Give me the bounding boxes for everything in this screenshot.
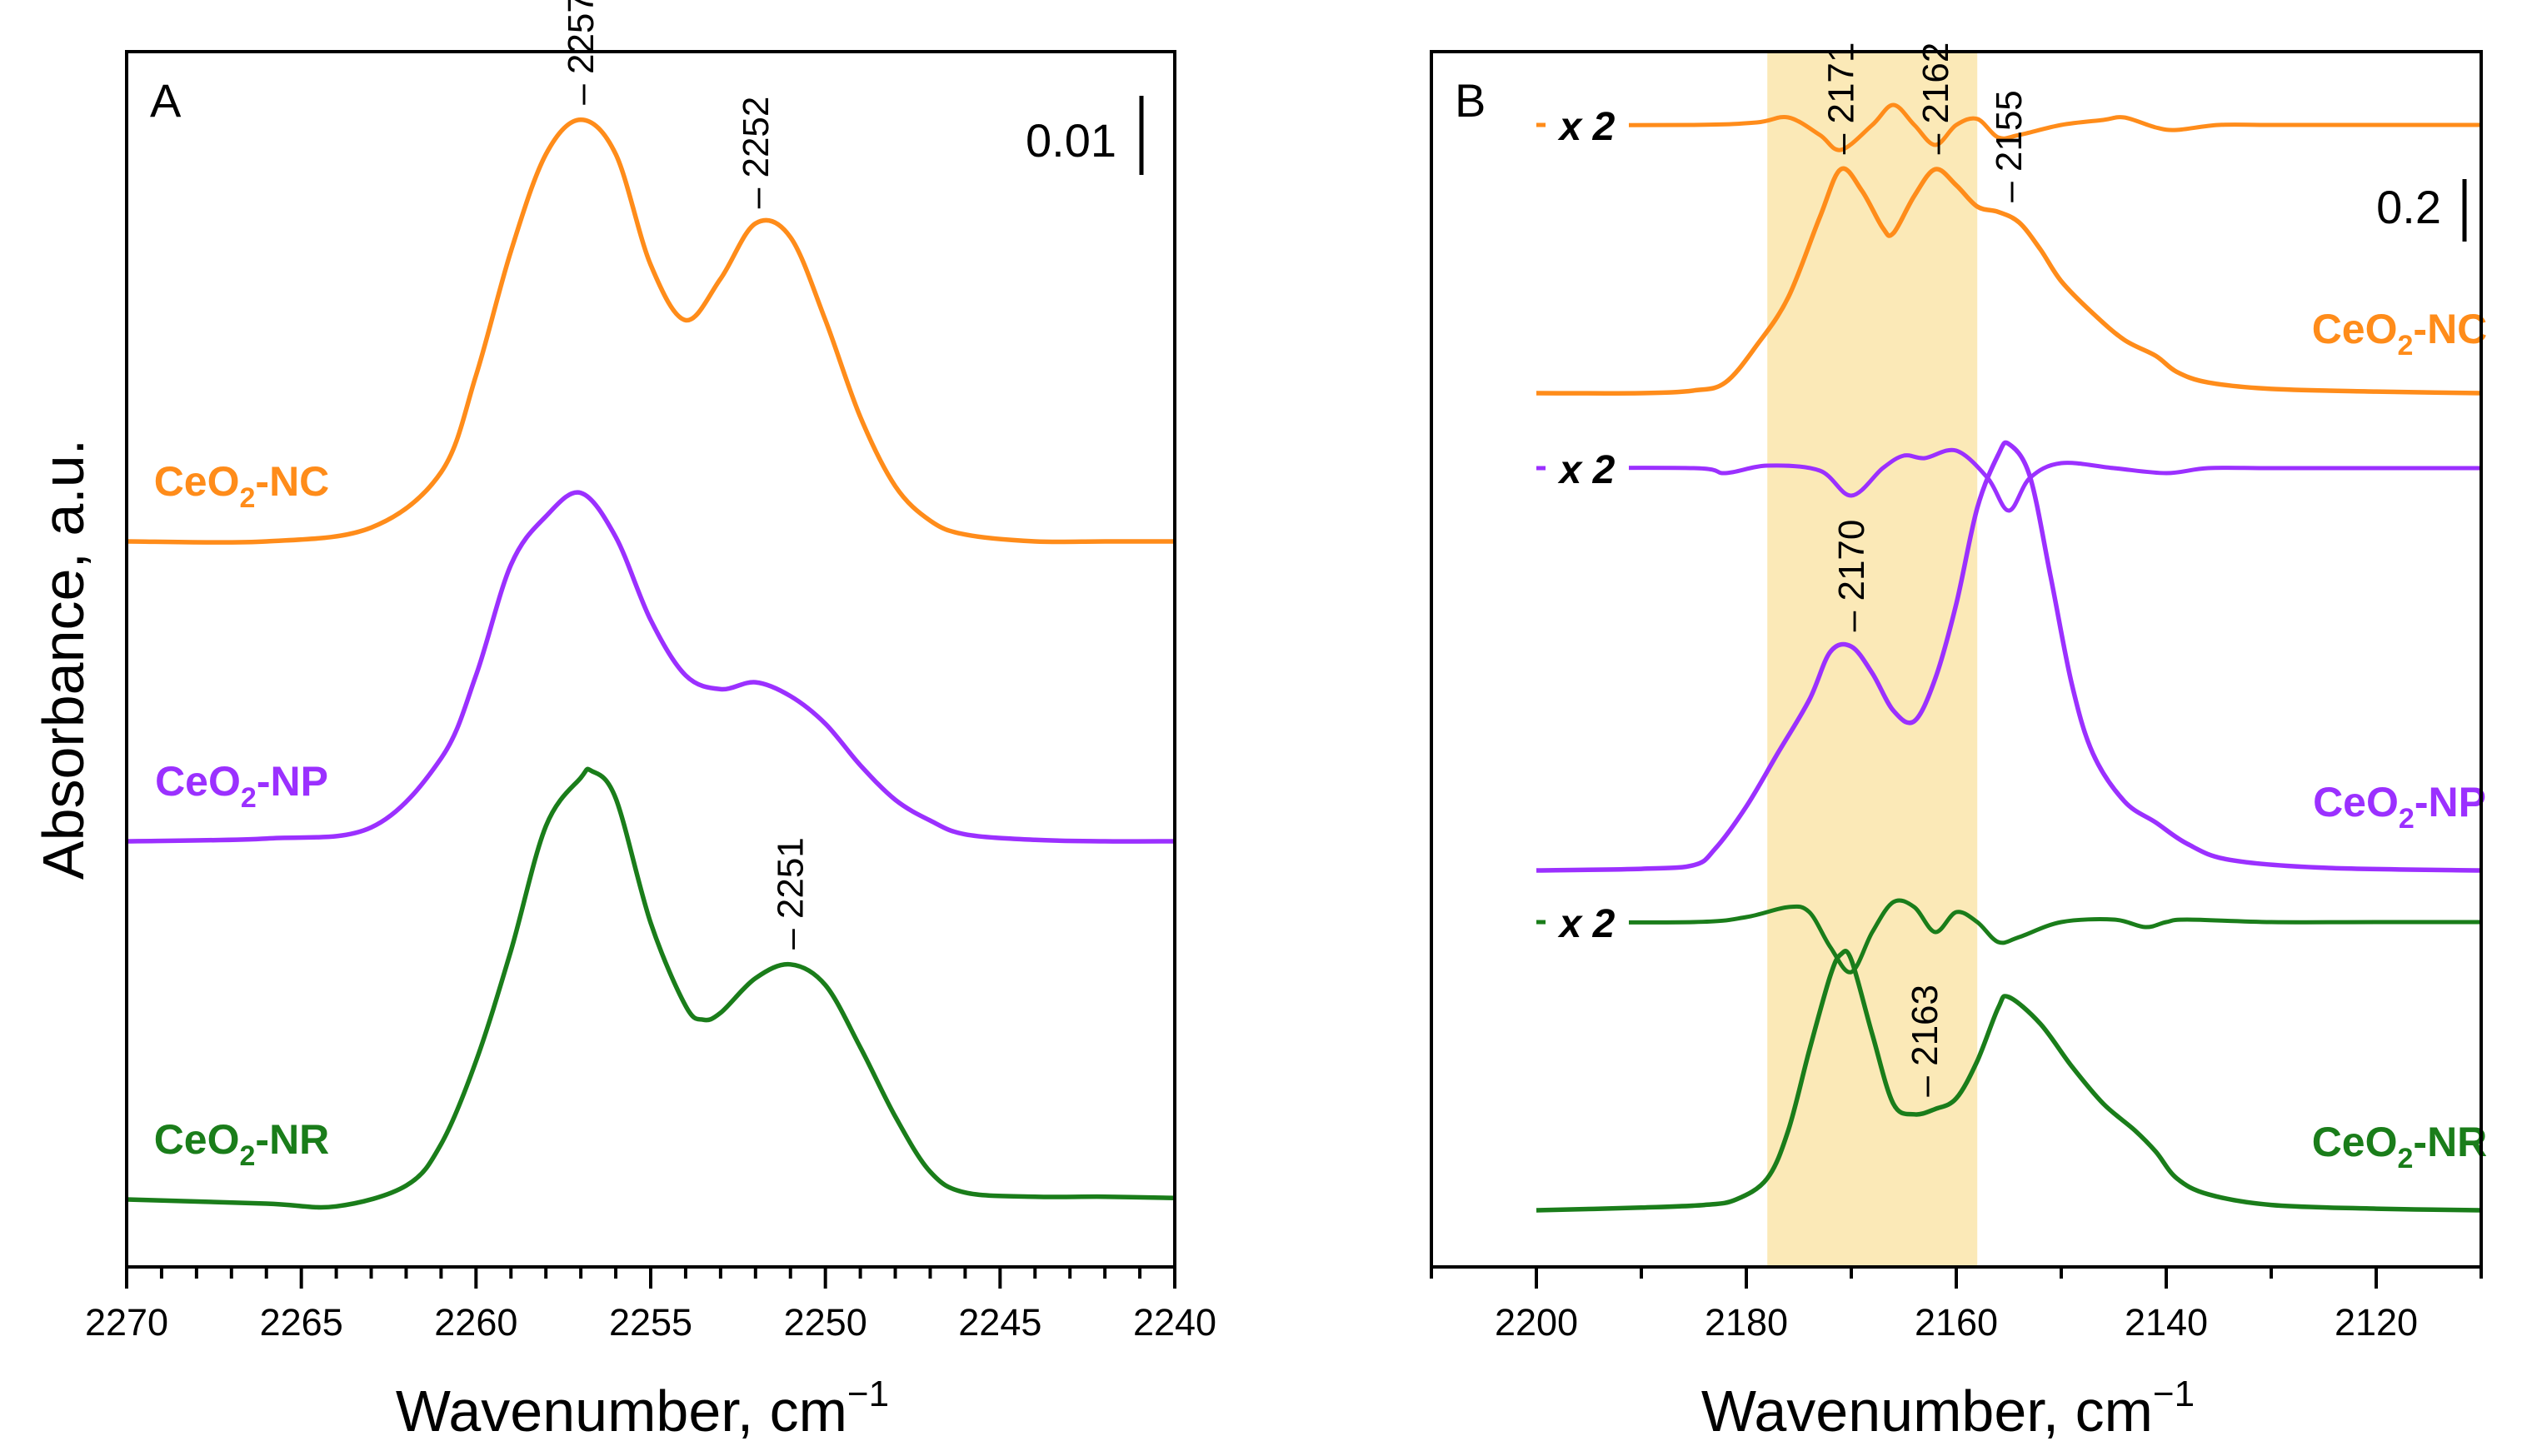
series-label-suffix: -NP bbox=[257, 758, 328, 805]
x-tick-label: 2255 bbox=[609, 1301, 692, 1344]
multiplier-label-nr: x 2 bbox=[1557, 902, 1616, 946]
difference-trace-np bbox=[1536, 447, 2481, 513]
series-line-nr bbox=[1536, 949, 2482, 1213]
x-axis-title-sup: −1 bbox=[2153, 1374, 2195, 1414]
series-label-nr: CeO2-NR bbox=[154, 1116, 330, 1172]
x-tick-label: 2160 bbox=[1915, 1301, 1998, 1344]
series-label-base: CeO bbox=[154, 458, 240, 505]
scale-bar-label: 0.2 bbox=[2376, 181, 2441, 233]
peak-label-2251: – 2251 bbox=[771, 837, 812, 950]
peak-label-2155: – 2155 bbox=[1989, 90, 2030, 202]
series-label-nc: CeO2-NC bbox=[2312, 306, 2488, 362]
series-label-suffix: -NR bbox=[255, 1116, 329, 1163]
series-label-subscript: 2 bbox=[241, 782, 257, 814]
series-label-base: CeO bbox=[2313, 779, 2399, 825]
difference-trace-nr bbox=[1536, 898, 2482, 975]
peak-label-2252: – 2252 bbox=[736, 97, 777, 209]
peak-label-2163: – 2163 bbox=[1905, 985, 1945, 1097]
series-label-base: CeO bbox=[2312, 1119, 2398, 1165]
multiplier-label-np: x 2 bbox=[1557, 448, 1616, 492]
series-label-suffix: -NP bbox=[2415, 779, 2486, 825]
x-tick-label: 2240 bbox=[1133, 1301, 1216, 1344]
multiplier-label-bg bbox=[1546, 897, 1629, 944]
series-label-subscript: 2 bbox=[240, 1140, 256, 1172]
x-axis-title-sup: −1 bbox=[847, 1374, 889, 1414]
series-label-subscript: 2 bbox=[2398, 1143, 2414, 1174]
peak-label-2162: – 2162 bbox=[1915, 42, 1956, 155]
series-line-np bbox=[126, 490, 1176, 844]
difference-trace-nc bbox=[1536, 102, 2481, 152]
x-tick-label: 2250 bbox=[784, 1301, 867, 1344]
peak-marker: – 2155 bbox=[1989, 90, 2030, 202]
peak-marker: – 2170 bbox=[1831, 520, 1872, 632]
x-tick-label: 2260 bbox=[434, 1301, 517, 1344]
series-label-np: CeO2-NP bbox=[2313, 779, 2486, 835]
x-axis-title-text: Wavenumber, cm bbox=[1701, 1379, 2153, 1444]
peak-marker: – 2252 bbox=[736, 97, 777, 209]
x-axis-title: Wavenumber, cm−1 bbox=[396, 1374, 889, 1444]
series-label-subscript: 2 bbox=[240, 482, 256, 514]
x-tick-label: 2140 bbox=[2125, 1301, 2208, 1344]
series-line-np bbox=[1536, 440, 2482, 873]
y-axis-title: Absorbance, a.u. bbox=[31, 439, 96, 880]
x-tick-label: 2265 bbox=[260, 1301, 343, 1344]
panel-letter: A bbox=[150, 74, 182, 127]
peak-marker: – 2171 bbox=[1820, 42, 1861, 155]
series-label-suffix: -NR bbox=[2413, 1119, 2487, 1165]
peak-marker: – 2162 bbox=[1915, 42, 1956, 155]
x-tick-label: 2200 bbox=[1495, 1301, 1578, 1344]
peak-label-2170: – 2170 bbox=[1831, 520, 1872, 632]
multiplier-label-nc: x 2 bbox=[1557, 105, 1616, 149]
y-axis-title-group: Absorbance, a.u. bbox=[31, 439, 96, 880]
series-label-suffix: -NC bbox=[2413, 306, 2487, 352]
series-label-base: CeO bbox=[2312, 306, 2398, 352]
series-label-subscript: 2 bbox=[2399, 803, 2415, 835]
panel-letter: B bbox=[1455, 74, 1486, 127]
series-label-base: CeO bbox=[155, 758, 241, 805]
x-tick-label: 2270 bbox=[85, 1301, 168, 1344]
x-axis-title-text: Wavenumber, cm bbox=[396, 1379, 847, 1444]
series-line-nc bbox=[1536, 166, 2482, 396]
series-label-np: CeO2-NP bbox=[155, 758, 328, 814]
plot-frame bbox=[125, 50, 1176, 1269]
multiplier-label-bg bbox=[1546, 100, 1629, 147]
x-tick-label: 2180 bbox=[1705, 1301, 1788, 1344]
series-label-nr: CeO2-NR bbox=[2312, 1119, 2488, 1174]
scale-bar-label: 0.01 bbox=[1026, 114, 1116, 167]
x-tick-label: 2245 bbox=[958, 1301, 1041, 1344]
series-label-nc: CeO2-NC bbox=[154, 458, 330, 514]
series-label-suffix: -NC bbox=[255, 458, 329, 505]
series-line-nc bbox=[126, 117, 1175, 545]
x-axis-title: Wavenumber, cm−1 bbox=[1701, 1374, 2195, 1444]
peak-marker: – 2163 bbox=[1905, 985, 1945, 1097]
peak-label-2171: – 2171 bbox=[1820, 42, 1861, 155]
series-label-base: CeO bbox=[154, 1116, 240, 1163]
x-tick-label: 2120 bbox=[2335, 1301, 2418, 1344]
multiplier-label-bg bbox=[1546, 443, 1629, 490]
series-label-subscript: 2 bbox=[2398, 330, 2414, 362]
series-line-nr bbox=[126, 766, 1176, 1210]
peak-marker: – 2251 bbox=[771, 837, 812, 950]
